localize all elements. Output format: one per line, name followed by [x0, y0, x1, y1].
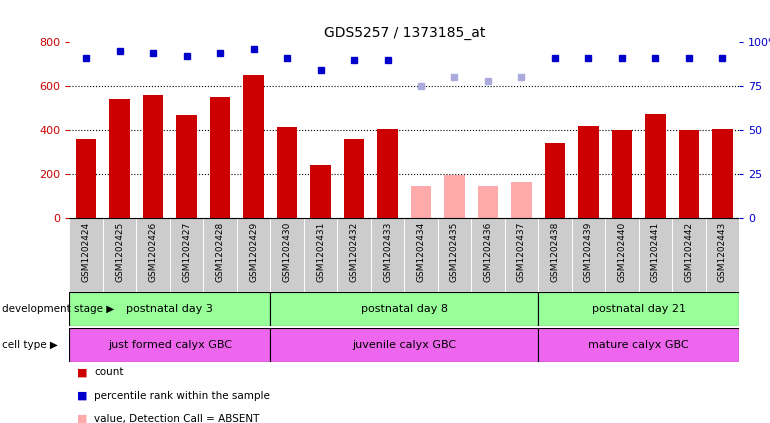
Text: postnatal day 8: postnatal day 8 — [361, 304, 447, 314]
Text: ■: ■ — [77, 414, 88, 423]
Bar — [76, 139, 96, 218]
Text: GSM1202431: GSM1202431 — [316, 222, 325, 282]
Text: cell type ▶: cell type ▶ — [2, 340, 58, 350]
Bar — [270, 292, 538, 326]
Bar — [511, 181, 531, 218]
Text: GSM1202425: GSM1202425 — [115, 222, 124, 282]
Bar — [404, 218, 437, 292]
Bar — [538, 292, 739, 326]
Text: GSM1202432: GSM1202432 — [350, 222, 359, 282]
Bar — [310, 165, 330, 218]
Text: GSM1202441: GSM1202441 — [651, 222, 660, 282]
Text: juvenile calyx GBC: juvenile calyx GBC — [352, 340, 457, 350]
Text: ■: ■ — [77, 367, 88, 377]
Bar — [437, 218, 471, 292]
Text: development stage ▶: development stage ▶ — [2, 304, 114, 314]
Text: GSM1202442: GSM1202442 — [685, 222, 694, 282]
Text: GSM1202429: GSM1202429 — [249, 222, 258, 282]
Text: GSM1202435: GSM1202435 — [450, 222, 459, 282]
Text: postnatal day 21: postnatal day 21 — [591, 304, 686, 314]
Bar — [578, 126, 598, 218]
Bar — [411, 186, 431, 218]
Text: GSM1202440: GSM1202440 — [618, 222, 627, 282]
Text: GSM1202436: GSM1202436 — [484, 222, 493, 282]
Bar — [545, 143, 565, 218]
Bar — [605, 218, 639, 292]
Bar — [471, 218, 505, 292]
Bar — [270, 328, 538, 362]
Title: GDS5257 / 1373185_at: GDS5257 / 1373185_at — [323, 26, 485, 40]
Bar — [203, 218, 237, 292]
Bar — [612, 130, 632, 218]
Bar — [679, 130, 699, 218]
Bar — [571, 218, 605, 292]
Bar — [638, 218, 672, 292]
Bar — [237, 218, 270, 292]
Text: mature calyx GBC: mature calyx GBC — [588, 340, 689, 350]
Bar — [444, 175, 464, 218]
Bar — [712, 129, 732, 218]
Bar — [371, 218, 404, 292]
Text: GSM1202424: GSM1202424 — [82, 222, 91, 282]
Text: postnatal day 3: postnatal day 3 — [126, 304, 213, 314]
Bar — [337, 218, 371, 292]
Text: GSM1202426: GSM1202426 — [149, 222, 158, 282]
Bar — [645, 114, 665, 218]
Bar — [705, 218, 739, 292]
Bar — [176, 115, 196, 218]
Text: just formed calyx GBC: just formed calyx GBC — [108, 340, 232, 350]
Bar — [505, 218, 538, 292]
Text: GSM1202433: GSM1202433 — [383, 222, 392, 282]
Text: value, Detection Call = ABSENT: value, Detection Call = ABSENT — [94, 414, 259, 423]
Bar — [69, 292, 270, 326]
Bar — [210, 97, 230, 218]
Text: GSM1202430: GSM1202430 — [283, 222, 292, 282]
Bar — [377, 129, 397, 218]
Text: GSM1202443: GSM1202443 — [718, 222, 727, 282]
Bar — [69, 218, 102, 292]
Text: count: count — [94, 367, 123, 377]
Text: GSM1202434: GSM1202434 — [417, 222, 426, 282]
Bar — [672, 218, 705, 292]
Bar — [277, 127, 297, 218]
Bar — [303, 218, 337, 292]
Text: ■: ■ — [77, 390, 88, 401]
Bar — [344, 139, 364, 218]
Bar — [169, 218, 203, 292]
Text: GSM1202437: GSM1202437 — [517, 222, 526, 282]
Text: GSM1202427: GSM1202427 — [182, 222, 191, 282]
Text: GSM1202439: GSM1202439 — [584, 222, 593, 282]
Text: percentile rank within the sample: percentile rank within the sample — [94, 390, 270, 401]
Bar — [109, 99, 129, 218]
Text: GSM1202428: GSM1202428 — [216, 222, 225, 282]
Bar — [538, 218, 571, 292]
Bar — [538, 328, 739, 362]
Bar — [136, 218, 169, 292]
Bar — [103, 218, 136, 292]
Text: GSM1202438: GSM1202438 — [551, 222, 560, 282]
Bar — [478, 186, 498, 218]
Bar — [270, 218, 303, 292]
Bar — [143, 95, 163, 218]
Bar — [69, 328, 270, 362]
Bar — [243, 75, 263, 218]
